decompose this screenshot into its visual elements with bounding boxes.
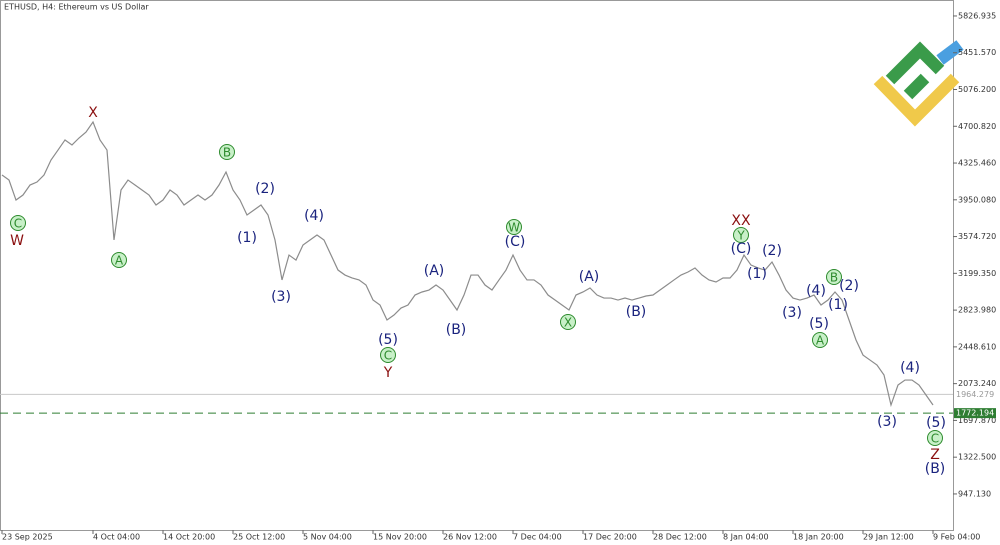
logo-yellow	[873, 73, 960, 127]
y-tick-label: 5076.200	[958, 85, 996, 94]
x-tick-label: 23 Sep 2025	[2, 533, 53, 542]
y-tick-label: 3950.080	[958, 195, 996, 204]
y-tick-label: 5451.570	[958, 48, 996, 57]
wave-circle	[380, 347, 396, 363]
wave-label: (5)	[926, 415, 946, 431]
y-tick-label: 4700.820	[958, 122, 996, 131]
wave-label: (B)	[626, 304, 647, 320]
wave-circle	[927, 430, 943, 446]
wave-label: C	[384, 349, 392, 363]
wave-circle	[506, 219, 522, 235]
wave-label: (3)	[782, 305, 802, 321]
wave-circle	[111, 252, 127, 268]
wave-label: (4)	[806, 283, 826, 299]
wave-label: (4)	[304, 208, 324, 224]
level-label: 1772.194	[956, 409, 994, 418]
wave-label: XX	[731, 213, 751, 229]
y-tick-label: 5826.935	[958, 11, 996, 20]
wave-circle	[826, 269, 842, 285]
logo	[873, 40, 964, 127]
wave-label: (1)	[237, 230, 257, 246]
wave-circle	[560, 314, 576, 330]
y-tick-label: 4325.460	[958, 159, 996, 168]
wave-label: X	[564, 316, 572, 330]
logo-green	[885, 41, 945, 85]
logo-green-bar	[903, 73, 930, 100]
y-tick-label: 2823.980	[958, 306, 996, 315]
wave-label: (1)	[828, 297, 848, 313]
wave-label: X	[88, 105, 98, 121]
wave-circle	[219, 144, 235, 160]
wave-circle	[10, 215, 26, 231]
wave-label: (B)	[925, 461, 946, 477]
wave-label: (5)	[378, 332, 398, 348]
wave-label: (1)	[747, 266, 767, 282]
wave-label: (C)	[731, 241, 752, 257]
x-tick-label: 26 Nov 12:00	[443, 533, 497, 542]
y-tick-label: 3199.350	[958, 269, 996, 278]
y-tick-label: 947.130	[958, 489, 991, 498]
x-tick-label: 9 Feb 04:00	[933, 533, 980, 542]
x-tick-label: 4 Oct 04:00	[93, 533, 140, 542]
price-line	[1, 120, 934, 408]
wave-label: (3)	[271, 289, 291, 305]
wave-label: W	[508, 221, 520, 235]
x-tick-label: 18 Jan 20:00	[793, 533, 844, 542]
wave-label: C	[14, 217, 22, 231]
wave-label: A	[115, 254, 124, 268]
wave-label: B	[830, 271, 838, 285]
wave-label: (4)	[900, 360, 920, 376]
level-label-box	[954, 408, 996, 419]
level-label: 1964.279	[956, 390, 994, 399]
wave-label: W	[10, 233, 24, 249]
y-tick-label: 1322.500	[958, 453, 996, 462]
plot-frame	[0, 0, 954, 531]
wave-circle	[812, 332, 828, 348]
wave-label: (5)	[809, 316, 829, 332]
wave-label: C	[931, 432, 939, 446]
wave-label: A	[816, 334, 825, 348]
wave-label: (2)	[839, 278, 859, 294]
wave-label: (A)	[424, 263, 445, 279]
wave-label: (3)	[877, 414, 897, 430]
wave-label: (A)	[579, 269, 600, 285]
wave-circle	[733, 227, 749, 243]
x-tick-label: 7 Dec 04:00	[513, 533, 562, 542]
x-tick-label: 15 Nov 20:00	[373, 533, 427, 542]
x-tick-label: 14 Oct 20:00	[163, 533, 215, 542]
chart-title: ETHUSD, H4: Ethereum vs US Dollar	[4, 3, 149, 12]
x-tick-label: 29 Jan 12:00	[863, 533, 914, 542]
wave-label: Y	[736, 229, 745, 243]
x-tick-label: 25 Oct 12:00	[233, 533, 285, 542]
y-tick-label: 1697.870	[958, 416, 996, 425]
logo-blue	[936, 40, 964, 65]
wave-label: (2)	[255, 181, 275, 197]
x-tick-label: 8 Jan 04:00	[723, 533, 769, 542]
y-tick-label: 2448.610	[958, 342, 996, 351]
wave-label: (B)	[446, 322, 467, 338]
wave-label: (C)	[505, 234, 526, 250]
y-tick-label: 3574.720	[958, 232, 996, 241]
wave-label: Z	[930, 447, 940, 463]
wave-label: B	[223, 146, 231, 160]
y-tick-label: 2073.240	[958, 379, 996, 388]
x-tick-label: 17 Dec 20:00	[583, 533, 637, 542]
x-tick-label: 5 Nov 04:00	[303, 533, 352, 542]
wave-label: Y	[383, 365, 393, 381]
x-tick-label: 28 Dec 12:00	[653, 533, 707, 542]
wave-label: (2)	[762, 243, 782, 259]
